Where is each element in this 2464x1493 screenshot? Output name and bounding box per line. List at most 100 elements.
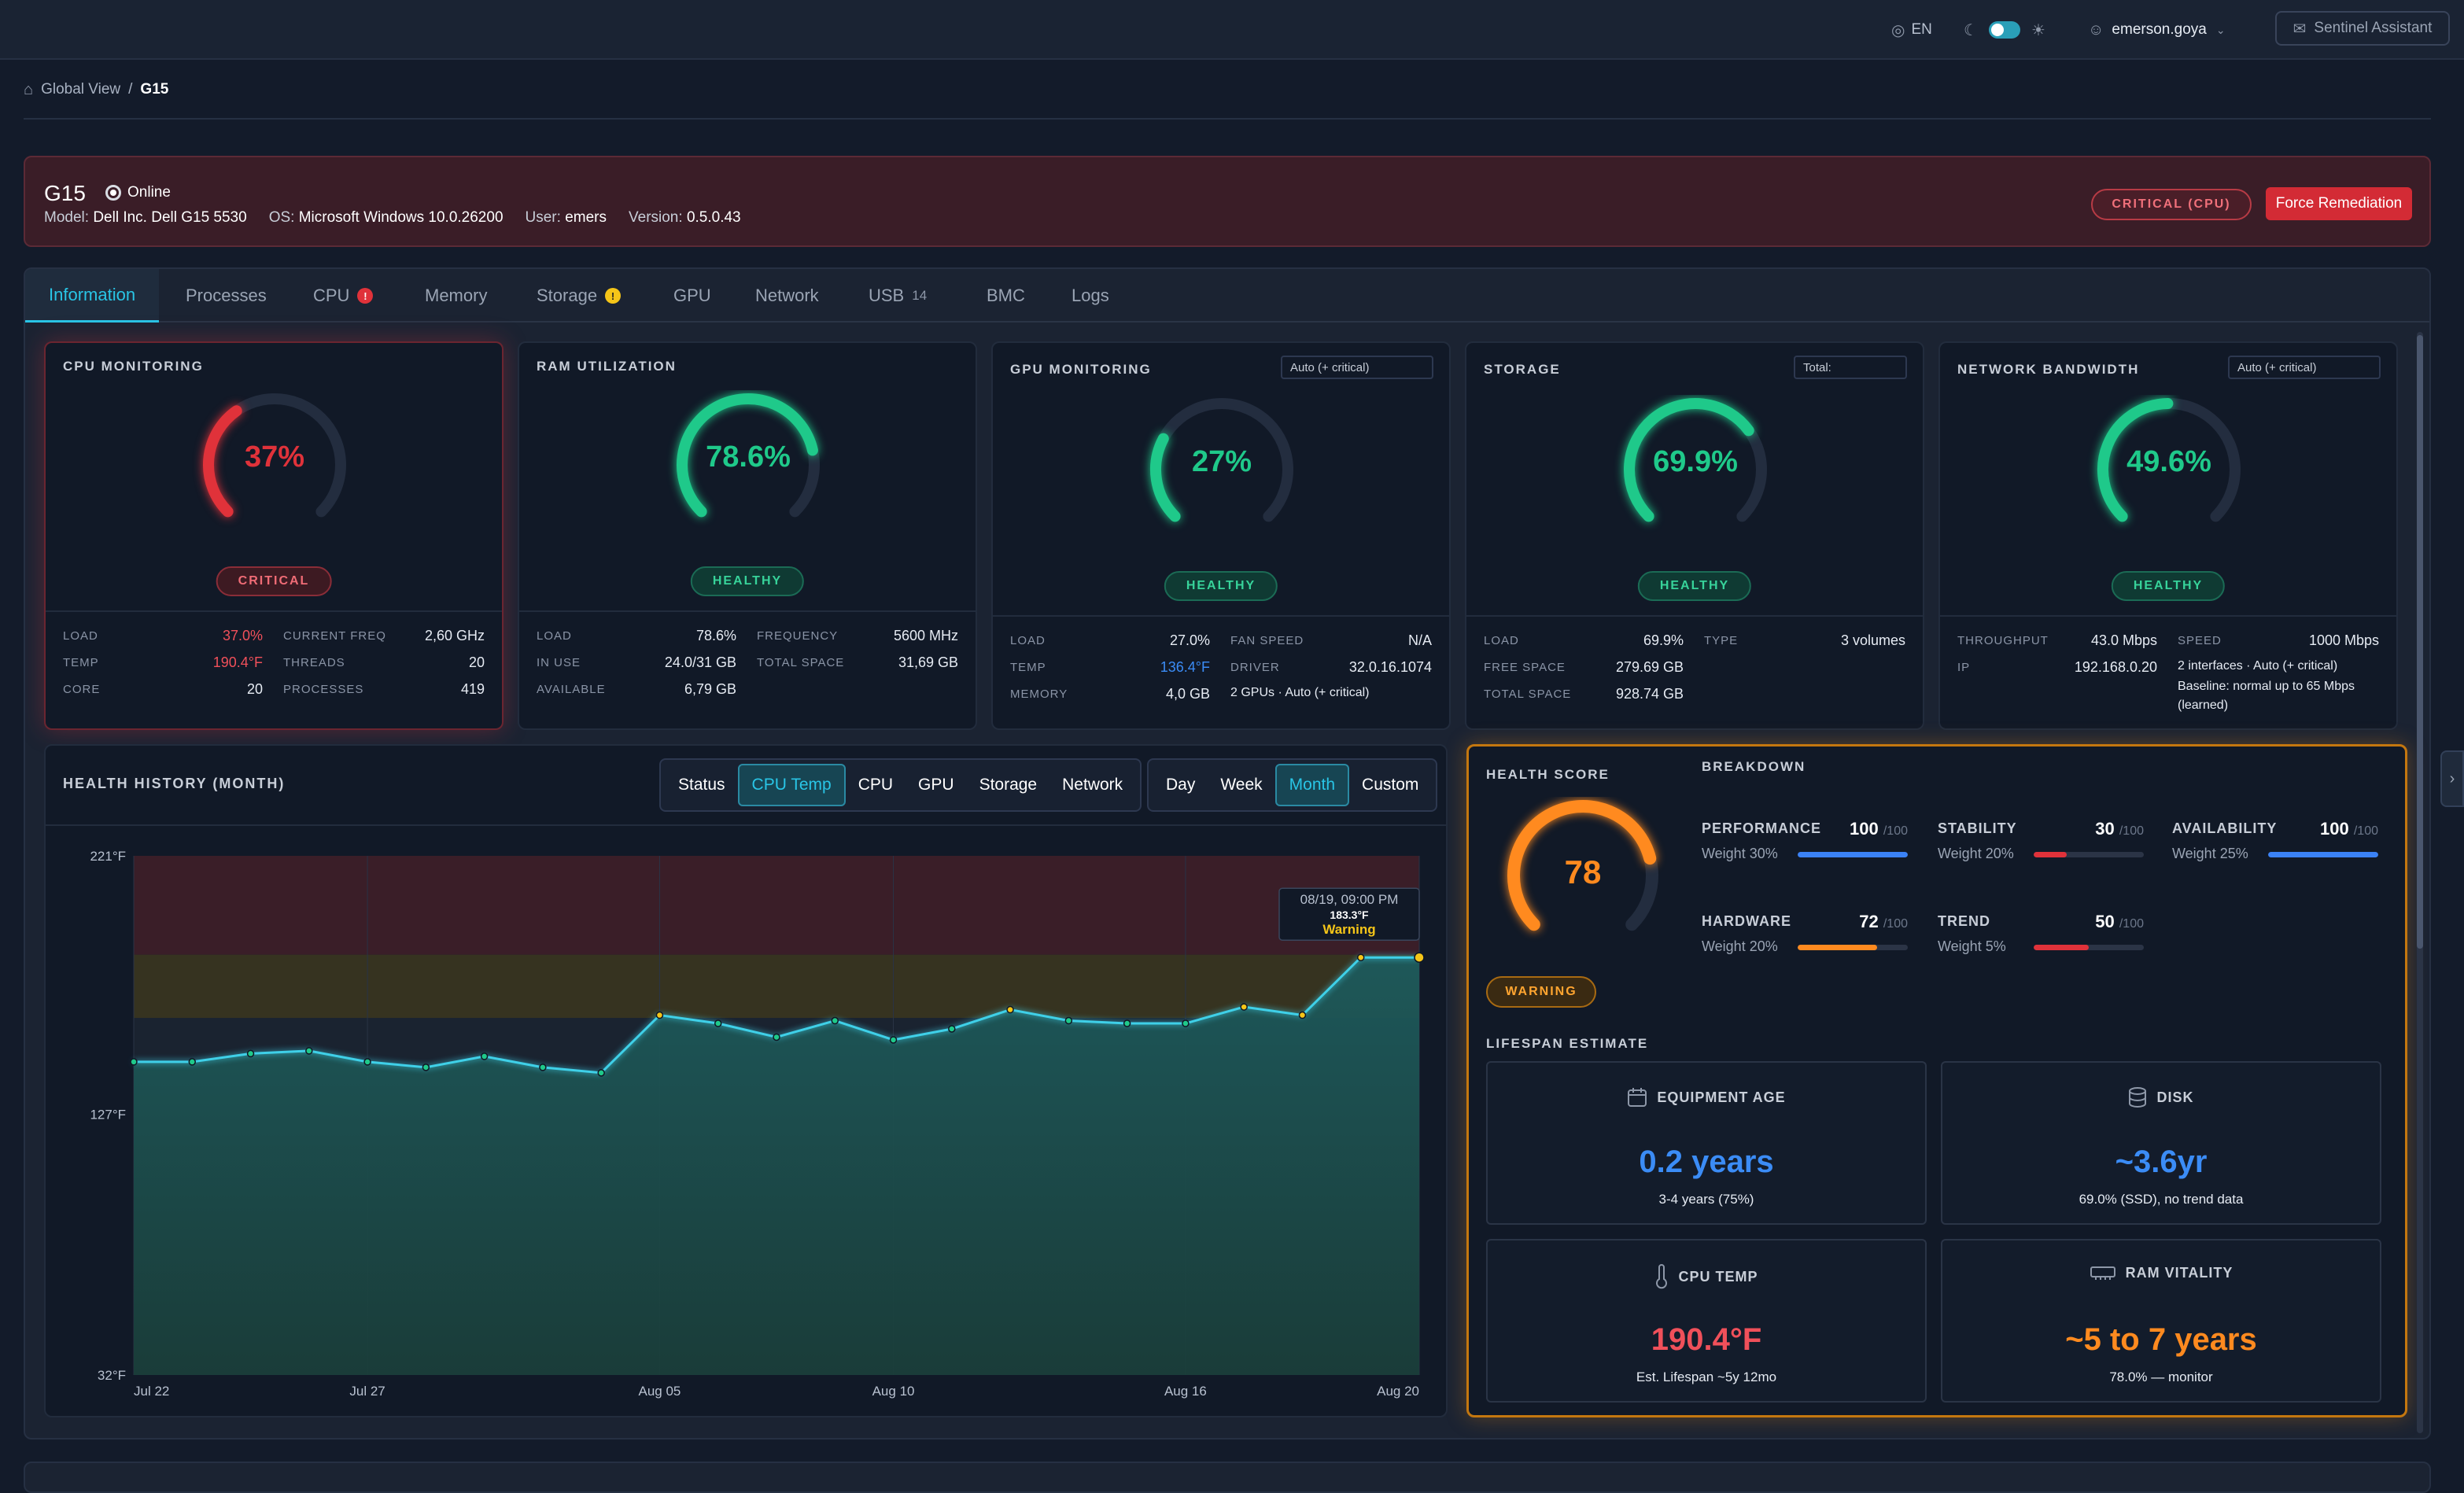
tab-label: Logs: [1072, 286, 1109, 305]
score-max: /100: [2119, 917, 2144, 931]
metric-status-button[interactable]: Status: [678, 776, 725, 794]
lifespan-card-title: CPU TEMP: [1678, 1268, 1758, 1285]
metric-score: 72 /100: [1859, 912, 1908, 932]
scrollbar-thumb[interactable]: [2417, 335, 2423, 949]
tab-cpu[interactable]: CPU!: [313, 269, 374, 323]
data-point: [1182, 1019, 1190, 1027]
moon-icon: ☾: [1964, 21, 1978, 39]
divider: [519, 610, 976, 612]
data-point: [305, 1047, 313, 1055]
stat-value: 20: [468, 654, 485, 670]
metric-cpu-button[interactable]: CPU: [858, 776, 894, 794]
y-tick-label: 127°F: [90, 1107, 126, 1122]
gpu-select[interactable]: Auto (+ critical): [1281, 356, 1433, 379]
tab-memory[interactable]: Memory: [425, 269, 487, 323]
range-custom-button[interactable]: Custom: [1362, 776, 1419, 794]
data-point: [539, 1064, 547, 1071]
tab-bar: Information Processes CPU! Memory Storag…: [25, 269, 2429, 323]
network-select[interactable]: Auto (+ critical): [2228, 356, 2381, 379]
breakdown-title: BREAKDOWN: [1702, 759, 1806, 774]
tab-logs[interactable]: Logs: [1072, 269, 1109, 323]
score-max: /100: [1883, 917, 1908, 931]
ram-utilization-card[interactable]: RAM UTILIZATION 78.6% HEALTHY LOAD 78.6%…: [518, 341, 977, 730]
memory-chip-icon: [2090, 1266, 2115, 1280]
user-label: User:: [525, 209, 561, 226]
metric-cpu-temp-button[interactable]: CPU Temp: [737, 764, 846, 806]
gauge-arc: [1150, 433, 1181, 522]
device-header: G15 Online Model: Dell Inc. Dell G15 553…: [24, 156, 2431, 247]
score-value: 72: [1859, 912, 1879, 931]
gauge-ring: [1507, 800, 1658, 931]
stat-value: 279.69 GB: [1615, 659, 1684, 675]
tab-network[interactable]: Network: [755, 269, 819, 323]
range-week-button[interactable]: Week: [1220, 776, 1263, 794]
language-selector[interactable]: ◎ EN: [1891, 0, 1932, 60]
tab-gpu[interactable]: GPU: [673, 269, 711, 323]
theme-switch[interactable]: [1988, 21, 2020, 39]
card-title: GPU MONITORING: [1010, 362, 1152, 377]
sentinel-assistant-button[interactable]: ✉ Sentinel Assistant: [2275, 11, 2450, 46]
metric-name: HARDWARE: [1702, 913, 1791, 929]
divider: [993, 615, 1449, 617]
cpu-monitoring-card[interactable]: CPU MONITORING 37% CRITICAL LOAD 37.0% C…: [44, 341, 503, 730]
tab-bmc[interactable]: BMC: [987, 269, 1025, 323]
scrollbar[interactable]: [2417, 332, 2423, 1433]
tab-information[interactable]: Information: [25, 269, 160, 323]
tab-storage[interactable]: Storage!: [537, 269, 622, 323]
y-tick-label: 32°F: [98, 1368, 126, 1383]
side-panel-toggle[interactable]: ›: [2440, 750, 2464, 807]
x-tick-label: Aug 05: [639, 1384, 681, 1399]
data-point: [1006, 1005, 1014, 1014]
stat-label: LOAD: [63, 629, 98, 643]
breadcrumb: ⌂ Global View / G15: [24, 79, 168, 101]
tooltip-date: 08/19, 09:00 PM: [1300, 892, 1399, 907]
gauge-ring: [1150, 398, 1293, 522]
user-menu[interactable]: ☺ emerson.goya ⌄: [2088, 0, 2226, 60]
main-panel: Information Processes CPU! Memory Storag…: [24, 267, 2431, 1440]
device-user: User: emers: [526, 209, 607, 227]
metric-name: STABILITY: [1938, 820, 2017, 836]
range-day-button[interactable]: Day: [1166, 776, 1196, 794]
metric-gpu-button[interactable]: GPU: [918, 776, 954, 794]
metric-network-button[interactable]: Network: [1062, 776, 1123, 794]
range-month-button[interactable]: Month: [1274, 764, 1350, 806]
area-fill: [134, 957, 1419, 1375]
tooltip-box: [1278, 887, 1420, 941]
top-bar: ◎ EN ☾ ☀ ☺ emerson.goya ⌄ ✉ Sentinel Ass…: [0, 0, 2464, 60]
stat-value: 43.0 Mbps: [2090, 632, 2157, 648]
data-point: [655, 1011, 664, 1019]
ram-gauge: 78.6%: [666, 390, 831, 540]
lifespan-value: ~5 to 7 years: [2065, 1322, 2257, 1357]
storage-card[interactable]: STORAGE Total: 69.9% HEALTHY LOAD 69.9% …: [1465, 341, 1924, 730]
metric-weight: Weight 30%: [1702, 846, 1778, 861]
cpu-temp-chart[interactable]: 221°F 127°F 32°F Jul 22 Jul 27 Aug 05 Aug 10 Au…: [46, 824, 1446, 1416]
stat-label: PROCESSES: [283, 683, 364, 696]
history-title: HEALTH HISTORY (MONTH): [63, 776, 286, 791]
stat-value: 27.0%: [1169, 632, 1210, 648]
x-tick-label: Aug 10: [872, 1384, 915, 1399]
divider: [1466, 615, 1923, 617]
data-point: [1414, 952, 1425, 963]
lifespan-card-header: CPU TEMP: [1488, 1264, 1925, 1289]
network-bandwidth-card[interactable]: NETWORK BANDWIDTH Auto (+ critical) 49.6…: [1938, 341, 2398, 730]
data-point: [363, 1058, 371, 1066]
storage-select[interactable]: Total:: [1794, 356, 1907, 379]
theme-toggle[interactable]: ☾ ☀: [1964, 0, 2045, 60]
data-point: [130, 1058, 138, 1066]
breadcrumb-root[interactable]: Global View: [41, 81, 121, 98]
force-remediation-button[interactable]: Force Remediation: [2266, 187, 2412, 220]
metric-bar: [1798, 852, 1908, 857]
metric-weight: Weight 20%: [1938, 846, 2014, 861]
critical-badge: CRITICAL (CPU): [2091, 189, 2252, 220]
metric-storage-button[interactable]: Storage: [979, 776, 1038, 794]
tab-processes[interactable]: Processes: [186, 269, 267, 323]
stat-label: THROUGHPUT: [1957, 634, 2049, 647]
tab-usb[interactable]: USB 14: [869, 269, 927, 323]
gauge-arc: [203, 405, 242, 518]
divider: [24, 118, 2431, 120]
tooltip-value: 183.3°F: [1330, 909, 1369, 921]
lifespan-sub: 69.0% (SSD), no trend data: [2079, 1192, 2244, 1207]
metric-score: 100 /100: [2320, 819, 2378, 839]
stat-label: FREE SPACE: [1484, 661, 1566, 674]
gpu-monitoring-card[interactable]: GPU MONITORING Auto (+ critical) 27% HEA…: [991, 341, 1451, 730]
